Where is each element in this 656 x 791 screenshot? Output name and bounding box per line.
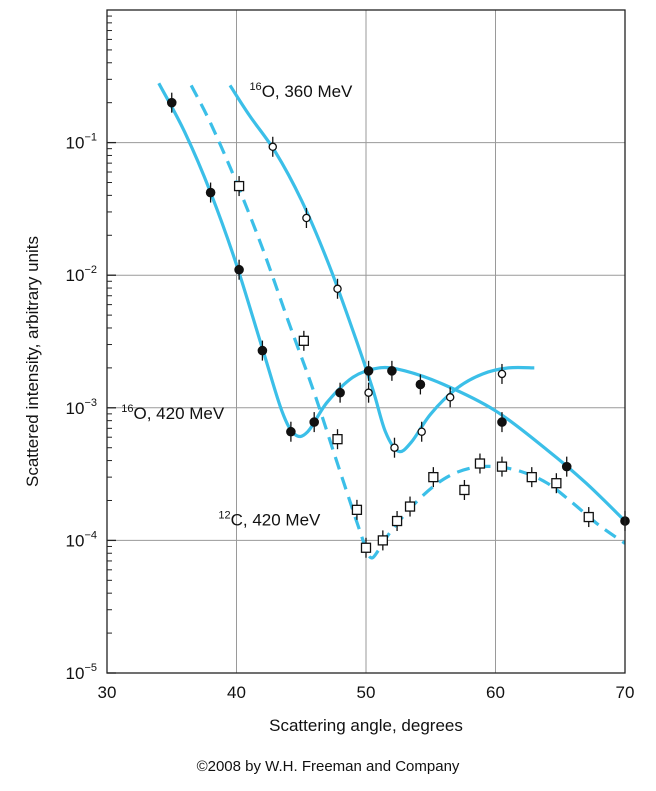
data-point-o16_360 (445, 393, 455, 402)
data-point-o16_420 (309, 417, 320, 427)
data-point-o16_360 (497, 369, 507, 379)
x-tick-label: 40 (227, 683, 246, 702)
data-point-o16_420 (335, 387, 345, 398)
series-label-text: O, 360 MeV (262, 82, 353, 101)
x-tick-label: 70 (616, 683, 635, 702)
x-axis-ticks: 30 40 50 60 70 (98, 683, 635, 702)
data-point-o16_420 (497, 417, 507, 427)
series-label-mass-number: 16 (249, 81, 261, 93)
data-point-o16_420 (561, 461, 572, 472)
data-point-c12_420 (474, 458, 486, 469)
data-markers (166, 97, 630, 553)
series-label-o16-360: 16O, 360 MeV (249, 81, 353, 101)
data-point-o16_420 (286, 426, 296, 437)
data-point-c12_420 (351, 504, 363, 515)
data-point-o16_420 (166, 97, 177, 108)
data-point-o16_420 (257, 345, 268, 356)
data-point-c12_420 (496, 461, 508, 472)
data-point-o16_420 (387, 366, 397, 376)
data-point-c12_420 (332, 434, 343, 445)
fit-curve-c12_420 (189, 84, 625, 560)
copyright-notice: ©2008 by W.H. Freeman and Company (196, 758, 460, 775)
data-point-c12_420 (404, 501, 416, 512)
data-point-c12_420 (428, 471, 439, 483)
data-point-c12_420 (526, 471, 537, 483)
y-tick-label: 10−2 (66, 264, 97, 285)
series-label-mass-number: 12 (218, 509, 230, 521)
data-point-c12_420 (551, 478, 562, 489)
y-axis-ticks: 10−5 10−4 10−3 10−2 10−1 (66, 15, 116, 683)
fit-curve-o16_360 (228, 84, 535, 454)
data-point-o16_420 (205, 187, 216, 198)
data-point-o16_420 (234, 264, 244, 275)
x-tick-label: 50 (357, 683, 376, 702)
x-tick-label: 30 (98, 683, 117, 702)
y-tick-label: 10−4 (66, 529, 97, 550)
data-point-c12_420 (391, 515, 403, 527)
data-point-o16_360 (364, 388, 373, 397)
fit-curve-o16_420 (157, 82, 625, 523)
series-label-text: C, 420 MeV (231, 510, 321, 529)
data-point-o16_360 (268, 142, 278, 152)
data-point-c12_420 (459, 484, 470, 496)
data-point-c12_420 (360, 542, 372, 553)
series-label-mass-number: 16 (121, 403, 133, 415)
fit-curves (157, 82, 625, 560)
y-tick-label: 10−5 (66, 662, 97, 683)
series-label-o16-420: 16O, 420 MeV (121, 403, 225, 423)
data-point-c12_420 (583, 511, 594, 523)
y-axis-title: Scattered intensity, arbitrary units (23, 236, 42, 487)
x-axis-title: Scattering angle, degrees (269, 716, 463, 735)
data-point-o16_360 (333, 284, 342, 294)
data-point-c12_420 (377, 535, 388, 546)
data-point-o16_420 (415, 379, 426, 390)
data-point-c12_420 (298, 335, 309, 346)
data-point-o16_360 (417, 427, 426, 436)
data-point-o16_360 (390, 443, 399, 452)
grid (107, 10, 625, 673)
series-label-text: O, 420 MeV (133, 404, 224, 423)
data-point-o16_420 (363, 366, 374, 376)
plot-frame (106, 9, 626, 674)
y-tick-label: 10−1 (66, 132, 97, 153)
y-tick-label: 10−3 (66, 397, 97, 418)
data-point-o16_360 (302, 213, 311, 223)
x-tick-label: 60 (486, 683, 505, 702)
series-label-c12-420: 12C, 420 MeV (218, 509, 321, 529)
data-point-c12_420 (233, 180, 245, 192)
